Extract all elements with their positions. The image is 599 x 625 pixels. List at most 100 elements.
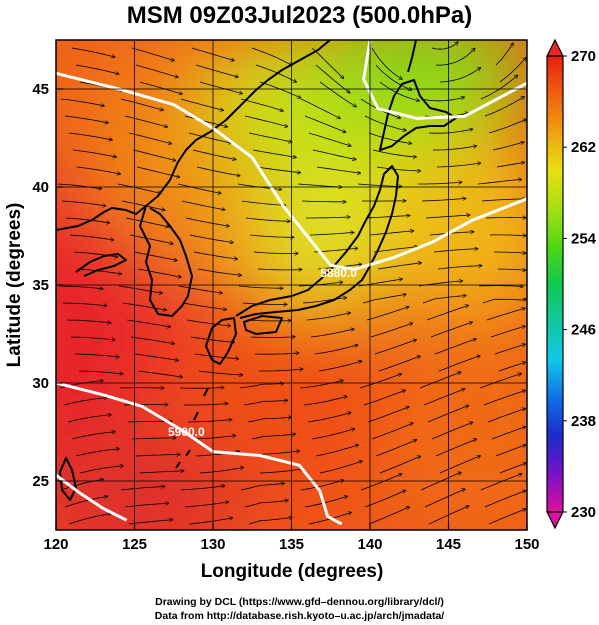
streamline	[60, 479, 104, 491]
streamline	[494, 252, 526, 253]
streamline	[57, 183, 102, 189]
streamline	[241, 200, 286, 205]
streamline	[193, 251, 237, 259]
streamline	[428, 129, 473, 134]
streamline	[79, 466, 123, 474]
streamline	[139, 471, 184, 474]
streamline	[74, 353, 119, 357]
streamline	[184, 502, 229, 508]
streamline	[72, 149, 116, 157]
streamline	[480, 75, 518, 100]
streamline	[478, 286, 523, 287]
streamline	[310, 329, 354, 338]
streamline	[301, 201, 346, 202]
streamline	[243, 400, 288, 406]
streamline	[495, 43, 513, 66]
streamline	[315, 64, 350, 93]
streamline	[482, 299, 526, 304]
streamline	[252, 149, 296, 157]
streamline	[318, 361, 362, 372]
streamline	[244, 115, 288, 127]
streamline	[375, 440, 417, 457]
streamline	[77, 268, 122, 274]
streamline	[311, 47, 344, 79]
streamline	[365, 216, 410, 219]
streamline	[121, 200, 165, 210]
streamline	[422, 296, 466, 304]
streamline	[374, 340, 417, 355]
streamline	[484, 97, 524, 117]
streamline	[370, 323, 413, 338]
streamline	[64, 115, 108, 123]
streamline	[132, 149, 176, 161]
colorbar-label: 262	[571, 139, 596, 156]
streamline	[253, 252, 298, 254]
colorbar-label: 238	[571, 413, 596, 430]
streamline	[248, 132, 292, 142]
streamline	[364, 490, 406, 508]
streamline	[71, 47, 115, 57]
y-tick-labels: 25 30 35 40 45	[32, 81, 49, 490]
streamline	[477, 179, 522, 185]
streamline	[244, 500, 288, 508]
streamline	[71, 432, 115, 440]
streamline	[431, 422, 473, 440]
colorbar-bottom-triangle	[546, 511, 564, 530]
coastlines	[56, 40, 457, 501]
y-tick-label: 25	[32, 473, 49, 490]
streamline	[180, 486, 225, 491]
contour-line	[362, 40, 527, 120]
streamline	[181, 200, 225, 210]
streamline	[177, 183, 221, 193]
streamline	[78, 370, 123, 374]
streamline	[367, 407, 409, 423]
x-tick-label: 135	[279, 536, 304, 553]
streamline	[429, 232, 474, 236]
streamline	[125, 217, 169, 227]
streamline	[248, 517, 292, 525]
streamline	[375, 64, 412, 90]
streamline	[498, 362, 526, 372]
streamline	[240, 483, 284, 491]
streamline	[495, 445, 526, 457]
colorbar-gradient	[546, 55, 564, 513]
streamline	[62, 302, 107, 306]
streamline	[67, 415, 111, 423]
streamline	[433, 146, 477, 151]
streamline	[311, 429, 355, 440]
streamline	[436, 163, 481, 168]
streamline	[299, 380, 343, 389]
streamline	[428, 506, 469, 525]
streamline	[198, 370, 243, 375]
streamline	[245, 217, 290, 221]
streamline	[492, 142, 524, 151]
wind-streamlines	[57, 42, 527, 525]
streamline	[259, 469, 304, 474]
streamline	[490, 326, 525, 338]
streamline	[259, 369, 303, 371]
streamline	[434, 339, 476, 355]
streamline	[60, 98, 104, 106]
streamline	[199, 467, 244, 474]
streamline	[368, 132, 412, 144]
y-tick-label: 45	[32, 81, 49, 98]
coastline-korea	[139, 205, 193, 317]
coastline-shikoku	[243, 315, 283, 335]
streamline	[368, 507, 410, 525]
streamline	[131, 47, 174, 61]
colorbar: 270 262 254 246 238 230	[546, 38, 597, 530]
streamline	[70, 336, 115, 340]
streamline	[122, 302, 166, 310]
colorbar-label: 254	[571, 230, 597, 247]
streamline	[424, 489, 465, 508]
streamline	[371, 423, 413, 440]
y-tick-label: 30	[32, 375, 49, 392]
streamline	[486, 308, 525, 321]
streamline	[187, 420, 232, 423]
colorbar-label: 230	[571, 504, 596, 521]
contour-line	[56, 71, 527, 271]
streamline	[298, 282, 343, 287]
streamline	[63, 398, 107, 406]
streamline	[178, 285, 222, 293]
streamline	[314, 345, 358, 355]
